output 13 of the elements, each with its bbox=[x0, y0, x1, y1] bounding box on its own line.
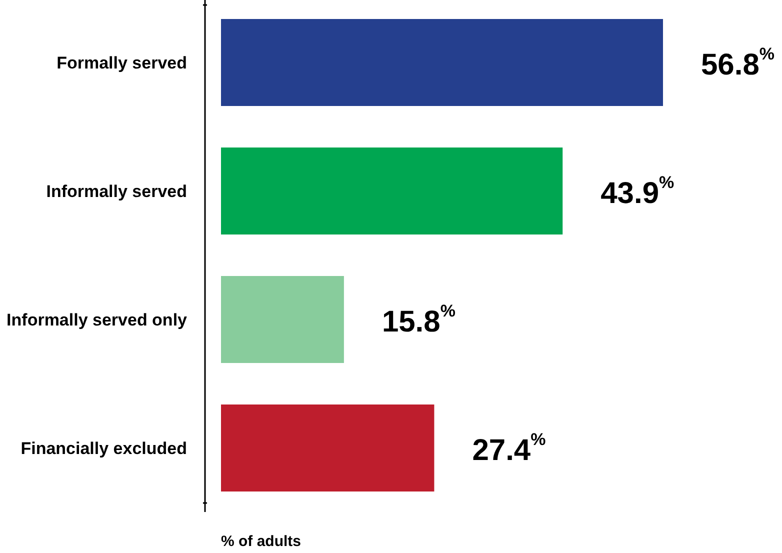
y-tick-label: Formally served bbox=[56, 53, 187, 72]
data-label: 43.9$^{%}$ bbox=[600, 172, 674, 210]
data-label: 56.8$^{%}$ bbox=[701, 44, 775, 82]
bar bbox=[221, 148, 563, 234]
x-axis-title: % of adults bbox=[221, 533, 302, 550]
y-tick-label: Financially excluded bbox=[20, 438, 187, 458]
y-tick-label: Informally served only bbox=[6, 310, 188, 330]
bar bbox=[221, 276, 344, 363]
y-tick-label: Informally served bbox=[46, 182, 187, 201]
data-label: 15.8$^{%}$ bbox=[382, 301, 456, 338]
bar bbox=[221, 404, 434, 492]
bar bbox=[221, 19, 663, 106]
data-label: 27.4$^{%}$ bbox=[472, 430, 546, 467]
